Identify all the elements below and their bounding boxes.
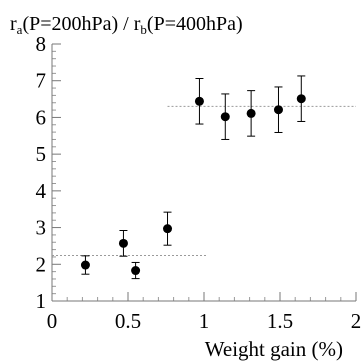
reference-lines bbox=[52, 105, 356, 256]
title-rb-condition: (P=400hPa) bbox=[147, 13, 243, 35]
data-point-group bbox=[246, 90, 256, 137]
data-point-group bbox=[163, 211, 173, 246]
x-tick-label: 0 bbox=[47, 309, 58, 333]
x-axis-title: Weight gain (%) bbox=[205, 337, 343, 361]
title-ra-condition: (P=200hPa) / bbox=[22, 13, 133, 35]
y-tick-label: 4 bbox=[36, 179, 47, 203]
data-point-group bbox=[80, 255, 90, 275]
data-point bbox=[220, 112, 230, 122]
data-point bbox=[273, 105, 283, 115]
x-tick-label: 0.5 bbox=[115, 309, 141, 333]
y-tick-label: 1 bbox=[36, 289, 47, 313]
title-rb-symbol: r bbox=[134, 13, 141, 35]
chart-title: ra(P=200hPa) / rb(P=400hPa) bbox=[10, 13, 243, 37]
y-axis-ticks: 1 2 3 4 5 6 7 8 bbox=[36, 32, 61, 313]
x-tick-label: 1.5 bbox=[267, 309, 293, 333]
data-point-group bbox=[273, 86, 283, 133]
data-point bbox=[163, 224, 173, 234]
data-point-group bbox=[296, 75, 306, 122]
data-point-group bbox=[220, 93, 230, 140]
data-point bbox=[80, 260, 90, 270]
y-tick-label: 5 bbox=[36, 142, 47, 166]
x-tick-label: 2 bbox=[351, 309, 362, 333]
y-tick-label: 7 bbox=[36, 69, 47, 93]
x-axis-ticks: 0 0.5 1 1.5 2 bbox=[47, 292, 362, 333]
data-point-group bbox=[194, 78, 204, 125]
data-points bbox=[80, 75, 306, 280]
data-point bbox=[194, 96, 204, 106]
title-rb-subscript: b bbox=[140, 22, 147, 37]
y-tick-label: 8 bbox=[36, 32, 47, 56]
data-point bbox=[131, 266, 141, 276]
x-tick-label: 1 bbox=[199, 309, 210, 333]
y-tick-label: 6 bbox=[36, 105, 47, 129]
data-point bbox=[246, 108, 256, 118]
data-point bbox=[296, 94, 306, 104]
data-point bbox=[118, 238, 128, 248]
data-point-group bbox=[131, 261, 141, 280]
y-tick-label: 3 bbox=[36, 216, 47, 240]
y-tick-label: 2 bbox=[36, 252, 47, 276]
data-point-group bbox=[118, 230, 128, 257]
title-ra-subscript: a bbox=[17, 22, 23, 37]
title-ra-symbol: r bbox=[10, 13, 17, 35]
